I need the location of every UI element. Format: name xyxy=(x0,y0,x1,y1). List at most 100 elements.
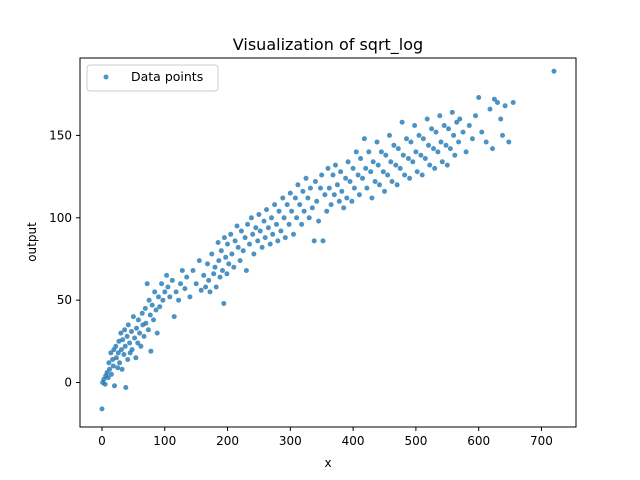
data-point xyxy=(301,208,307,214)
chart-title: Visualization of sqrt_log xyxy=(233,35,423,55)
data-point xyxy=(108,350,114,356)
data-point xyxy=(209,251,215,257)
data-point xyxy=(118,347,124,353)
data-point xyxy=(377,182,382,188)
data-point xyxy=(225,241,230,247)
data-point xyxy=(463,149,469,155)
data-point xyxy=(399,119,405,125)
data-point xyxy=(435,149,441,155)
data-point xyxy=(156,294,161,300)
data-point xyxy=(444,162,450,168)
data-point xyxy=(159,281,165,287)
data-point xyxy=(363,165,369,171)
data-point xyxy=(127,340,133,346)
data-point xyxy=(247,241,252,247)
data-point xyxy=(318,185,323,191)
plot-frame xyxy=(79,57,577,428)
data-point xyxy=(299,221,305,227)
data-point xyxy=(164,272,170,278)
data-point xyxy=(443,142,449,148)
data-point xyxy=(355,172,361,178)
data-point xyxy=(476,95,482,100)
data-point xyxy=(460,129,466,135)
data-point xyxy=(141,333,147,339)
data-point xyxy=(312,179,318,184)
data-point xyxy=(120,337,126,343)
data-point xyxy=(325,165,331,171)
data-point xyxy=(115,350,121,356)
data-point xyxy=(419,172,425,178)
data-point xyxy=(439,159,445,165)
x-tick-label: 300 xyxy=(279,434,302,448)
data-point xyxy=(269,215,274,221)
data-point xyxy=(251,251,257,257)
data-point xyxy=(397,165,403,171)
data-point xyxy=(350,165,356,171)
data-point xyxy=(490,146,495,152)
data-point xyxy=(441,123,447,128)
data-point xyxy=(122,327,128,333)
data-point xyxy=(452,152,458,158)
data-point xyxy=(187,294,193,300)
data-point xyxy=(264,207,269,213)
legend-label: Data points xyxy=(131,69,203,84)
data-point xyxy=(146,297,152,303)
data-point xyxy=(502,103,508,109)
data-point xyxy=(113,343,119,349)
data-point xyxy=(305,195,311,201)
data-point xyxy=(262,235,268,241)
data-point xyxy=(311,238,317,244)
data-point xyxy=(418,152,424,158)
data-point xyxy=(179,268,185,273)
data-point xyxy=(341,205,347,211)
data-point xyxy=(282,235,288,241)
data-point xyxy=(420,136,426,142)
data-point xyxy=(171,314,177,320)
data-points-layer xyxy=(99,68,557,412)
data-point xyxy=(226,261,232,267)
data-point xyxy=(319,172,325,178)
data-point xyxy=(404,136,409,142)
data-point xyxy=(343,175,349,181)
data-point xyxy=(338,169,344,175)
data-point xyxy=(133,355,139,361)
data-point xyxy=(178,281,183,287)
data-point xyxy=(369,195,375,201)
data-point xyxy=(284,202,290,208)
data-point xyxy=(243,268,249,273)
data-point xyxy=(129,329,134,334)
x-tick-label: 400 xyxy=(342,434,365,448)
data-point xyxy=(196,258,202,264)
data-point xyxy=(447,146,453,152)
data-point xyxy=(498,116,504,122)
data-point xyxy=(124,333,130,339)
data-point xyxy=(203,284,209,290)
data-point xyxy=(213,284,219,290)
data-point xyxy=(267,241,273,247)
data-point xyxy=(510,100,516,105)
data-point xyxy=(259,244,265,250)
data-point xyxy=(551,68,557,74)
x-tick-label: 700 xyxy=(530,434,553,448)
data-point xyxy=(306,215,312,221)
data-point xyxy=(113,355,119,361)
data-point xyxy=(198,287,204,293)
data-point xyxy=(176,297,182,303)
data-point xyxy=(345,159,351,165)
data-point xyxy=(366,149,372,155)
x-tick-label: 200 xyxy=(216,434,239,448)
data-point xyxy=(405,156,411,161)
data-point xyxy=(291,231,296,237)
data-point xyxy=(378,149,384,155)
data-point xyxy=(143,320,149,326)
y-axis-label: output xyxy=(25,222,39,262)
data-point xyxy=(287,190,293,196)
legend: Data points xyxy=(86,64,219,92)
data-point xyxy=(215,240,221,245)
data-point xyxy=(473,113,478,119)
data-point xyxy=(274,221,279,227)
data-point xyxy=(235,244,241,250)
data-point xyxy=(135,317,141,323)
data-point xyxy=(250,231,256,237)
